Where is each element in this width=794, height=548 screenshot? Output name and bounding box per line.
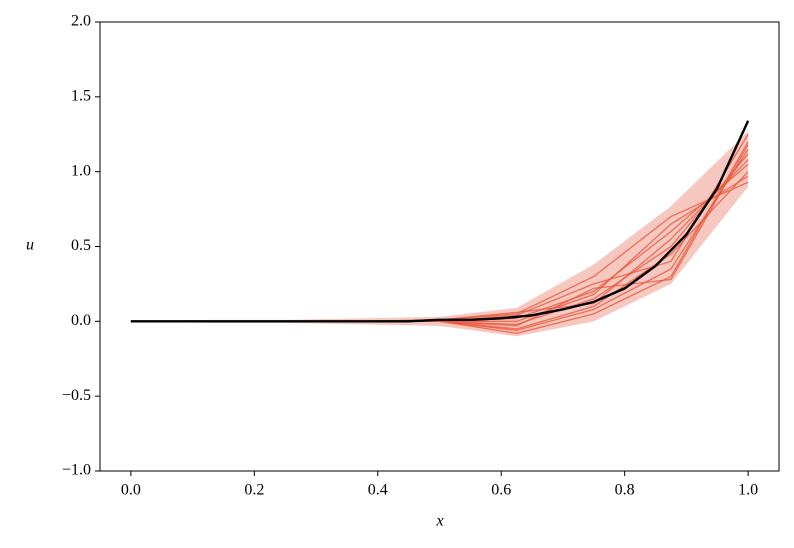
y-tick-label: 1.0: [71, 162, 91, 179]
uncertainty-band: [130, 131, 749, 337]
x-tick-label: 1.0: [738, 482, 758, 499]
y-tick-label: 0.5: [71, 237, 91, 254]
x-tick-label: 0.0: [121, 482, 141, 499]
y-tick-label: 1.5: [71, 88, 91, 105]
x-tick-label: 0.4: [368, 482, 388, 499]
sample-line: [130, 163, 749, 322]
x-axis-label: x: [435, 513, 443, 530]
x-tick-label: 0.2: [244, 482, 264, 499]
y-axis-label: u: [26, 237, 34, 254]
y-tick-label: 2.0: [71, 13, 91, 30]
y-tick-label: 0.0: [71, 312, 91, 329]
x-tick-label: 0.6: [491, 482, 511, 499]
y-tick-label: −1.0: [62, 462, 91, 479]
y-tick-label: −0.5: [62, 387, 91, 404]
exact-line: [130, 120, 750, 323]
x-tick-label: 0.8: [615, 482, 635, 499]
